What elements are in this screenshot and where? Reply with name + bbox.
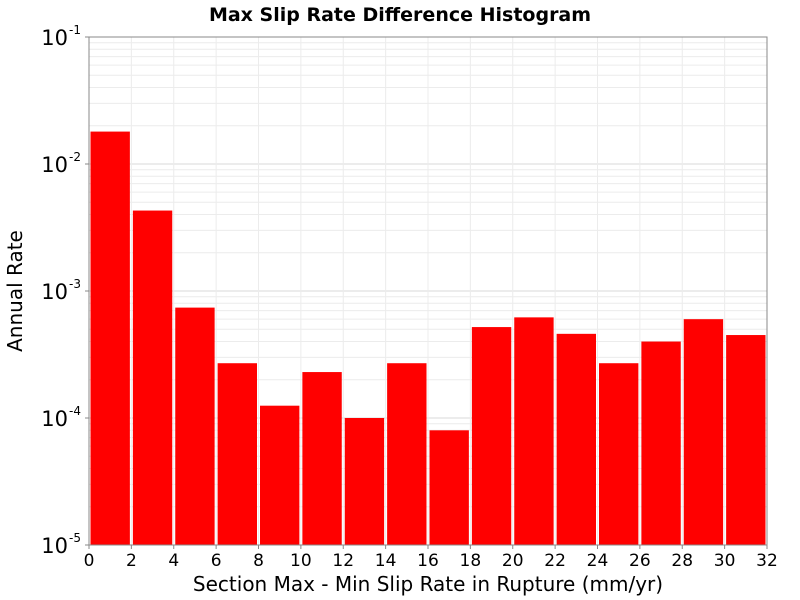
y-tick-exponent: -2: [69, 150, 81, 164]
histogram-bar: [429, 430, 469, 545]
x-tick-label: 10: [290, 551, 312, 571]
x-axis-ticks: 0 2 4 6 8 10 12 14 16 18 20 22 24 26 28 30 32: [84, 545, 778, 571]
x-tick-label: 20: [502, 551, 524, 571]
y-tick-label: 10: [41, 280, 68, 304]
histogram-bar: [132, 210, 173, 545]
x-tick-label: 18: [460, 551, 482, 571]
x-tick-label: 28: [671, 551, 693, 571]
x-tick-label: 0: [84, 551, 95, 571]
chart-title: Max Slip Rate Difference Histogram: [209, 4, 591, 26]
y-tick-exponent: -3: [69, 277, 81, 291]
x-tick-label: 6: [211, 551, 222, 571]
y-tick-label: 10: [41, 26, 68, 50]
x-tick-label: 16: [417, 551, 439, 571]
histogram-bar: [599, 363, 639, 545]
histogram-bar: [387, 363, 427, 545]
histogram-bar: [726, 335, 766, 545]
x-tick-label: 14: [375, 551, 397, 571]
y-axis-ticks: 10-110-210-310-410-5: [41, 23, 89, 558]
y-tick-exponent: -4: [69, 404, 81, 418]
histogram-bar: [217, 363, 257, 545]
y-tick-exponent: -1: [69, 23, 81, 37]
histogram-bar: [556, 333, 596, 545]
x-tick-label: 12: [332, 551, 354, 571]
bars: [90, 131, 766, 546]
histogram-bar: [260, 405, 300, 545]
x-tick-label: 4: [168, 551, 179, 571]
x-tick-label: 32: [756, 551, 778, 571]
histogram-bar: [683, 319, 724, 545]
x-tick-label: 22: [544, 551, 566, 571]
y-tick-label: 10: [41, 534, 68, 558]
x-tick-label: 24: [587, 551, 609, 571]
x-tick-label: 26: [629, 551, 651, 571]
x-tick-label: 8: [253, 551, 264, 571]
y-tick-label: 10: [41, 407, 68, 431]
x-tick-label: 30: [714, 551, 736, 571]
histogram-bar: [471, 327, 512, 545]
y-tick-exponent: -5: [69, 531, 81, 545]
histogram-bar: [302, 372, 342, 545]
x-tick-label: 2: [126, 551, 137, 571]
histogram-bar: [90, 131, 130, 546]
y-axis-label: Annual Rate: [3, 230, 27, 352]
x-axis-label: Section Max - Min Slip Rate in Rupture (…: [193, 572, 663, 596]
histogram-bar: [344, 418, 385, 545]
histogram-bar: [514, 317, 554, 545]
histogram-bar: [641, 341, 681, 545]
y-tick-label: 10: [41, 153, 68, 177]
histogram-bar: [175, 307, 215, 545]
